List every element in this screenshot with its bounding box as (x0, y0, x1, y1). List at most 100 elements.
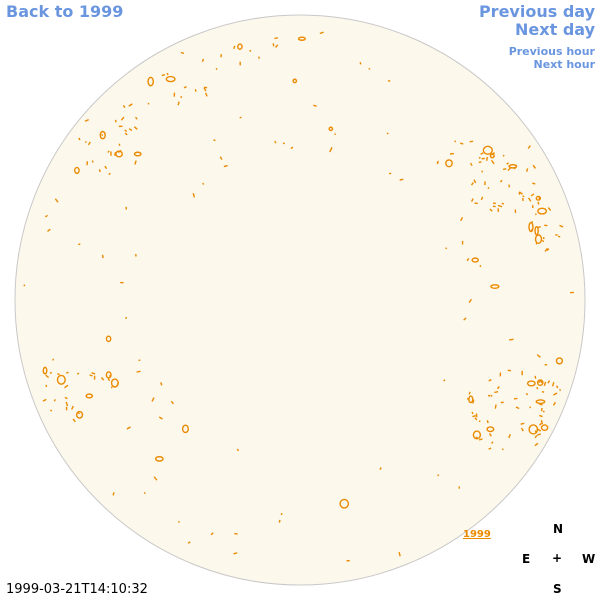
contour (386, 132, 389, 135)
contour (528, 221, 534, 233)
contour (328, 126, 334, 132)
contour (236, 448, 240, 452)
contour (466, 257, 470, 262)
contour (556, 385, 559, 389)
contour (474, 417, 478, 421)
contour (134, 116, 138, 120)
contour (501, 202, 505, 205)
year-label[interactable]: 1999 (463, 529, 491, 540)
contour (509, 338, 514, 341)
contour (535, 399, 546, 405)
contour (233, 552, 238, 555)
contour (532, 164, 537, 169)
contour (471, 257, 479, 263)
contour (78, 243, 81, 246)
contour (532, 182, 536, 185)
contour (478, 156, 481, 159)
contour (215, 67, 218, 71)
contour (502, 154, 505, 157)
contour (278, 519, 281, 523)
previous-hour-link[interactable]: Previous hour (508, 45, 595, 58)
contour (522, 195, 525, 198)
contour (107, 378, 111, 382)
contour (290, 146, 294, 150)
solar-disc (14, 14, 586, 586)
contour (490, 394, 493, 397)
contour (480, 152, 484, 155)
contour (161, 73, 166, 77)
timestamp: 1999-03-21T14:10:32 (6, 582, 148, 597)
contour (534, 213, 537, 216)
back-link[interactable]: Back to 1999 (6, 2, 124, 21)
contour (530, 193, 535, 197)
contour (535, 242, 538, 245)
contour (47, 228, 51, 232)
contour (234, 532, 238, 535)
contour (540, 380, 543, 384)
contour (187, 541, 191, 544)
contour (151, 397, 155, 402)
contour (488, 447, 492, 450)
contour (177, 101, 180, 106)
contour (490, 284, 500, 289)
contour (274, 37, 278, 40)
contour (489, 208, 493, 212)
contour (538, 379, 543, 384)
contour (535, 195, 542, 201)
contour (471, 411, 474, 415)
contour (443, 379, 446, 382)
contour (553, 392, 558, 396)
contour (468, 395, 474, 404)
contour (64, 384, 69, 389)
contour (154, 455, 164, 462)
contour (249, 49, 252, 53)
contour (469, 162, 473, 166)
contour (480, 196, 484, 201)
contour (334, 133, 337, 136)
contour (136, 370, 141, 373)
contour (73, 166, 80, 174)
contour (210, 532, 214, 536)
contour (445, 247, 448, 250)
contour (65, 401, 69, 407)
contour (494, 391, 499, 394)
contour (491, 152, 496, 156)
contour (84, 141, 87, 144)
next-day-link[interactable]: Next day (515, 20, 595, 39)
contour (54, 198, 59, 203)
previous-day-link[interactable]: Previous day (478, 2, 595, 21)
contour (508, 164, 518, 169)
contour (508, 433, 511, 439)
contour (540, 424, 549, 431)
contour (470, 198, 474, 202)
contour (223, 164, 228, 168)
contour (445, 159, 453, 168)
contour (497, 204, 503, 208)
contour (536, 379, 544, 386)
contour (56, 374, 66, 385)
contour (473, 179, 477, 184)
contour (472, 414, 476, 418)
contour (534, 434, 538, 439)
contour (108, 172, 111, 176)
contour (76, 372, 80, 375)
contour (460, 142, 464, 145)
contour (436, 161, 439, 165)
contour (237, 43, 243, 50)
compass-east: E (522, 552, 531, 566)
contour (463, 317, 467, 321)
contour (112, 492, 115, 496)
contour (490, 159, 495, 165)
contour (534, 234, 543, 245)
contour (460, 216, 464, 222)
contour (541, 239, 545, 243)
next-hour-link[interactable]: Next hour (533, 58, 596, 71)
contour (122, 104, 126, 108)
contour (536, 354, 541, 358)
contour (133, 151, 142, 157)
contour (280, 512, 283, 516)
contour (105, 335, 112, 343)
contour (539, 414, 543, 418)
contour (219, 156, 223, 160)
contour (496, 386, 500, 390)
